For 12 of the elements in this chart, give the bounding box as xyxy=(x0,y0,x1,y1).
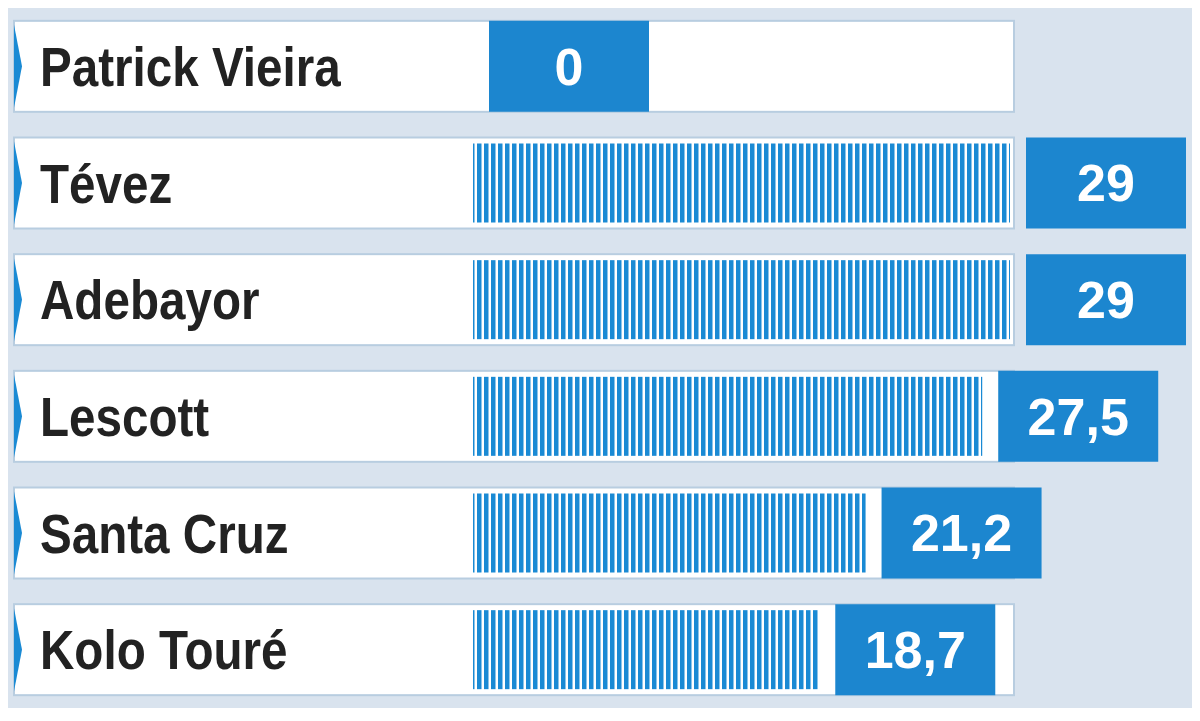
y-tick-label: Adebayor xyxy=(40,268,260,332)
y-tick-label: Santa Cruz xyxy=(40,501,289,565)
y-tick-label: Lescott xyxy=(40,385,210,448)
y-tick-label: Kolo Touré xyxy=(40,618,288,682)
y-tick-label: Tévez xyxy=(40,151,173,215)
data-label: 18,7 xyxy=(864,620,966,679)
data-label: 0 xyxy=(554,37,584,96)
y-tick-label: Patrick Vieira xyxy=(40,35,342,98)
data-label: 27,5 xyxy=(1027,387,1129,446)
data-label: 29 xyxy=(1077,270,1135,329)
data-label: 21,2 xyxy=(910,504,1013,563)
data-label: 29 xyxy=(1077,154,1135,213)
